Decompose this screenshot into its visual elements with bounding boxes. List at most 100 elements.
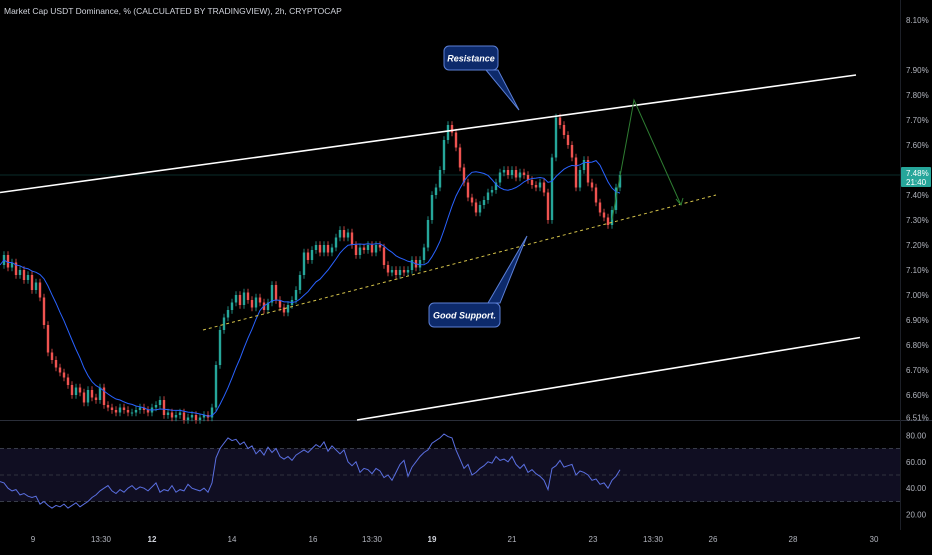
resistance-callout-box (443, 45, 499, 71)
candle-body (322, 245, 326, 253)
candle-body (598, 202, 602, 213)
x-tick-label: 30 (870, 535, 879, 544)
candle-body (334, 237, 338, 248)
candle-body (354, 245, 358, 255)
y-tick-label: 6.60% (906, 391, 929, 400)
candle-body (62, 372, 66, 378)
candle-body (174, 415, 178, 418)
candle-body (462, 167, 466, 183)
candle-body (226, 310, 230, 318)
last-price-value: 7.48% (906, 169, 929, 178)
x-tick-label: 14 (228, 535, 237, 544)
y-tick-label: 7.70% (906, 116, 929, 125)
candle-body (562, 125, 566, 135)
y-tick-label: 6.70% (906, 366, 929, 375)
rsi-tick-label: 60.00 (906, 458, 927, 467)
candle-body (534, 185, 538, 188)
candle-body (406, 270, 410, 273)
candle-body (498, 172, 502, 183)
candle-body (478, 205, 482, 213)
candle-body (410, 260, 414, 270)
candle-body (454, 132, 458, 148)
candle-body (94, 397, 98, 400)
candle-body (146, 410, 150, 413)
rsi-tick-label: 20.00 (906, 511, 927, 520)
candle-body (330, 247, 334, 253)
candle-body (582, 160, 586, 170)
candle-body (258, 297, 262, 303)
last-price-countdown: 21:40 (906, 178, 927, 187)
moving-average-line (0, 160, 621, 417)
lower-channel-line (356, 336, 861, 421)
candle-body (510, 170, 514, 175)
y-tick-label: 7.10% (906, 266, 929, 275)
candle-body (6, 255, 10, 268)
y-tick-label: 7.30% (906, 216, 929, 225)
candle-body (362, 247, 366, 250)
candle-body (118, 407, 122, 413)
candle-body (50, 352, 54, 360)
candle-body (346, 232, 350, 238)
y-tick-label: 6.80% (906, 341, 929, 350)
candle-body (382, 247, 386, 265)
candle-body (554, 117, 558, 158)
candle-body (274, 285, 278, 300)
candle-body (402, 270, 406, 273)
candle-body (22, 270, 26, 280)
candle-body (122, 407, 126, 410)
candle-body (602, 212, 606, 218)
candle-body (238, 295, 242, 305)
candle-body (74, 387, 78, 395)
candle-body (546, 192, 550, 220)
candle-body (558, 117, 562, 125)
x-tick-label: 16 (309, 535, 318, 544)
candle-body (30, 275, 34, 290)
x-tick-label: 26 (709, 535, 718, 544)
candle-body (102, 387, 106, 405)
x-tick-label: 21 (508, 535, 517, 544)
candle-body (386, 265, 390, 273)
candle-body (178, 412, 182, 415)
y-tick-label: 7.40% (906, 191, 929, 200)
candle-body (530, 180, 534, 185)
x-tick-label: 13:30 (643, 535, 664, 544)
candle-body (230, 302, 234, 310)
candle-body (70, 385, 74, 395)
candle-body (170, 412, 174, 418)
candle-body (338, 230, 342, 238)
candle-body (550, 157, 554, 220)
resistance-callout-pointer (484, 69, 520, 111)
candle-body (266, 302, 270, 310)
candle-body (502, 170, 506, 173)
candle-body (166, 412, 170, 415)
y-tick-label: 7.80% (906, 91, 929, 100)
last-price-badge (901, 167, 931, 187)
candle-body (34, 282, 38, 290)
candle-body (430, 195, 434, 220)
x-tick-label: 9 (31, 535, 36, 544)
candle-body (306, 252, 310, 260)
candle-body (158, 400, 162, 405)
candle-body (242, 292, 246, 305)
candle-body (286, 305, 290, 313)
candle-body (434, 187, 438, 195)
y-tick-label: 7.20% (906, 241, 929, 250)
support-dashed-line (202, 194, 717, 331)
candle-body (126, 410, 130, 413)
rsi-tick-label: 80.00 (906, 431, 927, 440)
projection-arrowhead (675, 197, 684, 207)
candle-body (46, 325, 50, 353)
candle-body (442, 140, 446, 170)
candle-body (418, 260, 422, 268)
candle-body (318, 245, 322, 253)
candle-body (394, 270, 398, 275)
y-tick-label: 6.90% (906, 316, 929, 325)
y-tick-label: 6.51% (906, 414, 929, 423)
candle-body (250, 300, 254, 308)
x-tick-label: 28 (789, 535, 798, 544)
candle-body (542, 182, 546, 193)
candle-body (190, 415, 194, 418)
candle-body (142, 407, 146, 410)
support-callout-pointer (487, 235, 528, 304)
